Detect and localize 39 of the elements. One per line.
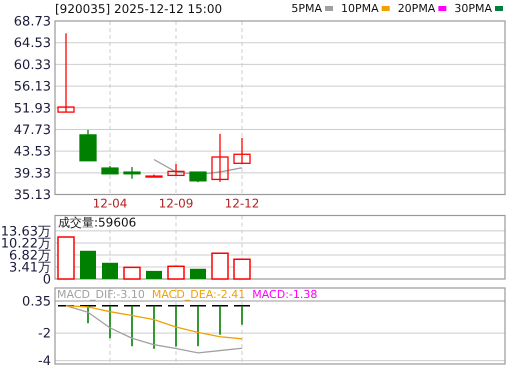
candlestick: [57, 32, 75, 113]
legend-label: 20PMA: [398, 2, 436, 15]
x-tick-label: 12-04: [92, 196, 128, 210]
chart-title: [920035] 2025-12-12 15:00: [55, 2, 222, 16]
bar: [233, 258, 251, 280]
candlestick: [233, 137, 251, 164]
y-tick-label: 64.53: [14, 36, 51, 52]
bar: [123, 266, 141, 280]
chart-title: 成交量:59606: [58, 216, 136, 230]
x-tick-label: 12-09: [158, 196, 194, 210]
y-tick-label: 43.53: [14, 144, 51, 160]
bar: [167, 266, 185, 280]
y-tick-label: 56.13: [14, 80, 51, 95]
x-tick-label: 12-12: [224, 196, 260, 210]
y-tick-label: 60.33: [14, 58, 51, 73]
y-tick-label: 0: [42, 272, 51, 288]
y-tick-label: 39.33: [14, 166, 51, 182]
series-label: MACD_DIF:-3.10: [57, 288, 145, 301]
series-label: MACD:-1.38: [252, 288, 318, 301]
y-tick-label: -2: [38, 326, 51, 342]
candlestick: [189, 171, 207, 183]
y-tick-label: 68.73: [14, 14, 51, 30]
y-tick-label: 35.13: [14, 188, 51, 204]
candlestick: [123, 166, 141, 180]
line-series: [65, 305, 243, 340]
y-tick-label: 47.73: [14, 122, 51, 138]
bar: [57, 236, 75, 280]
legend-label: 10PMA: [341, 2, 380, 15]
line-series: [153, 158, 243, 176]
y-tick-label: 51.93: [14, 101, 51, 116]
legend-label: 5PMA: [291, 2, 322, 15]
bar: [211, 252, 229, 280]
series-label: MACD_DEA:-2.41: [152, 288, 246, 301]
line-series: [65, 305, 243, 354]
y-tick-label: 0.35: [22, 294, 51, 310]
candlestick: [167, 163, 185, 176]
candlestick: [211, 133, 229, 182]
y-tick-label: -4: [38, 354, 51, 365]
legend-label: 30PMA: [454, 2, 492, 15]
